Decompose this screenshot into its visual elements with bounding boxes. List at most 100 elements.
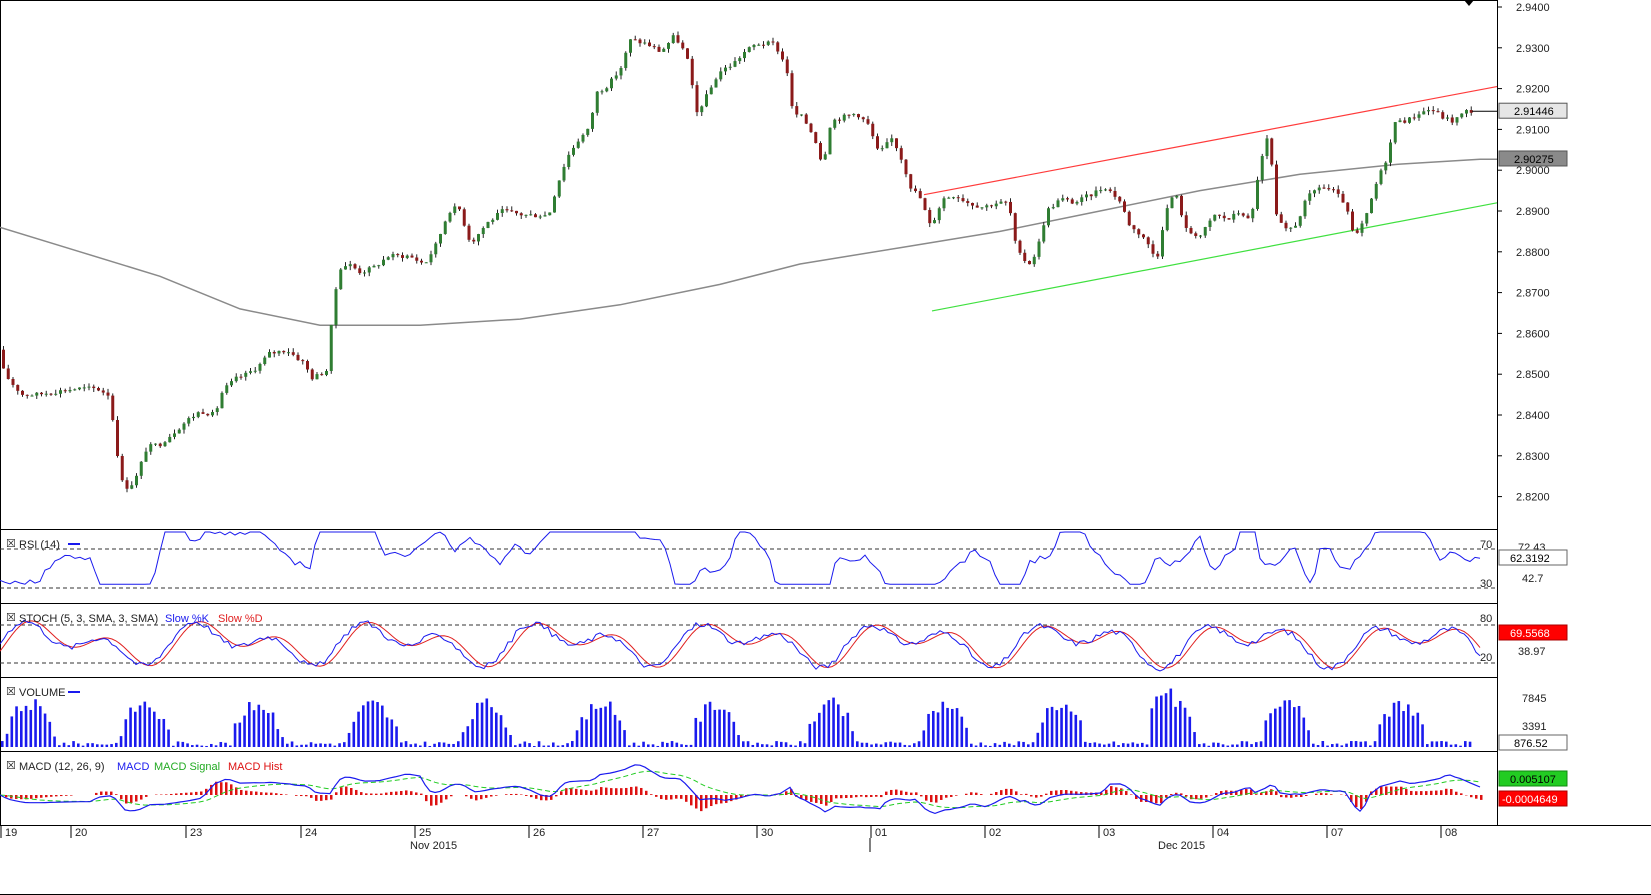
volume-bar bbox=[860, 742, 864, 747]
macd-series-label: MACD bbox=[117, 761, 149, 773]
price-panel: 2.91446 2.90275 bbox=[0, 31, 1568, 493]
volume-bar bbox=[1107, 743, 1111, 747]
candle-body bbox=[652, 46, 656, 48]
candle-body bbox=[196, 412, 200, 417]
volume-bar bbox=[1055, 710, 1059, 747]
macd-hist-bar bbox=[660, 795, 663, 800]
volume-bar bbox=[642, 741, 645, 747]
candle-body bbox=[1455, 117, 1459, 123]
volume-bar bbox=[305, 744, 308, 747]
macd-hist-bar bbox=[1200, 795, 1203, 799]
month-label: Dec 2015 bbox=[1158, 840, 1205, 852]
macd-current-box bbox=[1498, 770, 1568, 787]
candle-body bbox=[16, 384, 20, 391]
candle-body bbox=[895, 138, 898, 149]
volume-bar bbox=[281, 737, 284, 747]
candle-body bbox=[1009, 201, 1012, 214]
volume-bar bbox=[979, 742, 983, 747]
candle-body bbox=[657, 46, 661, 52]
candle-body bbox=[771, 41, 775, 43]
macd-hist-bar bbox=[1240, 789, 1243, 795]
volume-bar bbox=[39, 706, 42, 747]
upper-channel-line[interactable] bbox=[923, 85, 1498, 196]
volume-bar bbox=[599, 707, 603, 747]
volume-bar bbox=[1316, 745, 1320, 747]
candle-body bbox=[1080, 197, 1084, 202]
candle-body bbox=[1156, 253, 1160, 257]
candle-body bbox=[591, 112, 594, 129]
macd-hist-bar bbox=[1220, 791, 1223, 795]
macd-hist-bar bbox=[545, 795, 548, 801]
volume-bar bbox=[186, 743, 189, 747]
candle-body bbox=[21, 390, 24, 395]
volume-bar bbox=[29, 709, 33, 747]
volume-bar bbox=[471, 719, 474, 747]
volume-bar bbox=[970, 743, 973, 747]
volume-bar bbox=[1421, 724, 1424, 747]
candle-body bbox=[534, 214, 537, 218]
candle-body bbox=[790, 73, 794, 107]
volume-bar bbox=[1326, 745, 1329, 747]
macd-hist-bar bbox=[95, 792, 98, 795]
macd-current-value: 0.005107 bbox=[1510, 774, 1556, 786]
lower-channel-line[interactable] bbox=[931, 202, 1498, 312]
macd-hist-bar bbox=[875, 795, 878, 797]
candle-body bbox=[268, 352, 271, 358]
candle-body bbox=[1175, 195, 1179, 198]
macd-hist-bar bbox=[725, 795, 728, 803]
volume-bar bbox=[58, 745, 61, 747]
rsi-close-icon[interactable]: ☒ bbox=[6, 538, 16, 550]
macd-hist-bar bbox=[1450, 789, 1453, 795]
stoch-level-20: 20 bbox=[1480, 652, 1492, 664]
macd-hist-bar bbox=[1080, 792, 1083, 795]
candle-body bbox=[73, 389, 77, 391]
candle-body bbox=[106, 392, 110, 396]
macd-hist-bar bbox=[1015, 791, 1018, 795]
volume-bar bbox=[1445, 741, 1448, 747]
day-label: 27 bbox=[647, 827, 659, 839]
candle-body bbox=[382, 259, 385, 266]
candle-body bbox=[230, 381, 233, 386]
candle-body bbox=[952, 197, 955, 199]
candle-body bbox=[1241, 213, 1245, 216]
volume-bar bbox=[1369, 745, 1372, 747]
volume-bar bbox=[148, 707, 151, 747]
volume-bar bbox=[917, 741, 921, 747]
macd-hist-bar bbox=[250, 791, 253, 795]
macd-hist-bar bbox=[850, 795, 853, 798]
volume-bar bbox=[210, 743, 213, 747]
macd-hist-bar bbox=[1110, 786, 1113, 795]
stoch-close-icon[interactable]: ☒ bbox=[6, 612, 16, 624]
volume-bar bbox=[1297, 706, 1301, 747]
candle-body bbox=[54, 393, 58, 395]
candle-body bbox=[956, 197, 960, 199]
candle-body bbox=[272, 352, 276, 354]
candle-body bbox=[1070, 199, 1074, 204]
macd-hist-bar bbox=[700, 795, 703, 812]
scroll-marker-icon[interactable] bbox=[1464, 0, 1474, 6]
volume-bar bbox=[704, 704, 707, 747]
macd-hist-bar bbox=[630, 786, 633, 795]
volume-bar bbox=[594, 708, 598, 747]
candle-body bbox=[1132, 225, 1136, 230]
candle-body bbox=[367, 267, 371, 273]
candle-body bbox=[453, 206, 457, 213]
candle-body bbox=[320, 374, 324, 376]
volume-bar bbox=[338, 743, 341, 747]
macd-hist-bar bbox=[270, 792, 273, 795]
candle-body bbox=[296, 354, 300, 361]
volume-close-icon[interactable]: ☒ bbox=[6, 686, 16, 698]
macd-hist-bar bbox=[275, 793, 278, 795]
candle-body bbox=[130, 485, 134, 489]
volume-bar bbox=[1411, 715, 1415, 747]
macd-hist-bar bbox=[670, 795, 673, 800]
volume-bar bbox=[300, 744, 303, 747]
volume-bar bbox=[129, 707, 132, 747]
candle-body bbox=[258, 364, 262, 371]
volume-bar bbox=[989, 745, 992, 747]
macd-hist-bar bbox=[405, 790, 408, 795]
volume-bar bbox=[851, 731, 854, 747]
macd-close-icon[interactable]: ☒ bbox=[6, 760, 16, 772]
volume-bar bbox=[452, 743, 455, 747]
rsi-current-value: 62.3192 bbox=[1510, 553, 1550, 565]
